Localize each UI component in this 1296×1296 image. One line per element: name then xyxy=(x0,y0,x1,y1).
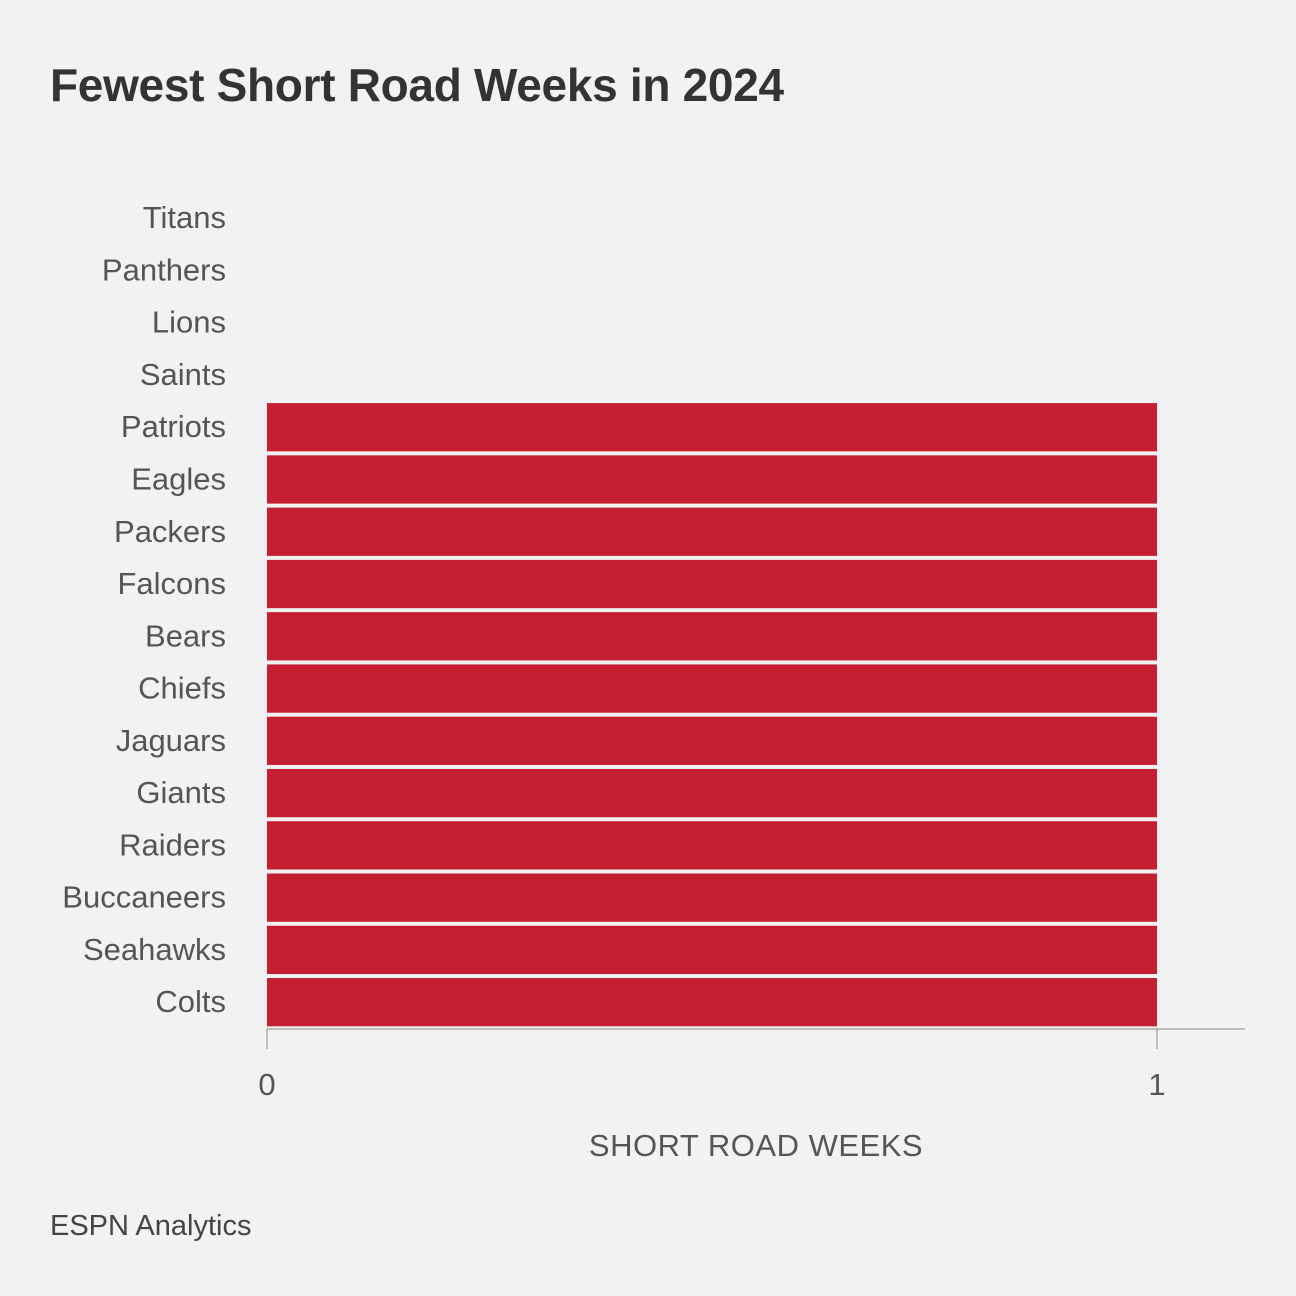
category-label: Raiders xyxy=(119,827,226,862)
x-tick-label: 1 xyxy=(1148,1067,1165,1102)
bar xyxy=(267,821,1157,870)
category-label: Chiefs xyxy=(138,671,226,706)
category-label: Packers xyxy=(114,514,226,549)
bar xyxy=(267,507,1157,556)
category-label: Jaguars xyxy=(116,723,226,758)
bar xyxy=(267,664,1157,713)
bar xyxy=(267,716,1157,765)
category-label: Patriots xyxy=(121,409,226,444)
bar xyxy=(267,768,1157,818)
bar xyxy=(267,978,1157,1027)
bar xyxy=(267,559,1157,609)
category-label: Titans xyxy=(143,200,226,235)
bar xyxy=(267,403,1157,452)
chart-title: Fewest Short Road Weeks in 2024 xyxy=(50,59,784,111)
bar xyxy=(267,455,1157,504)
bar xyxy=(267,612,1157,661)
category-label: Bears xyxy=(145,618,226,653)
category-labels: Titans Panthers Lions Saints Patriots Eagles P… xyxy=(62,200,226,1019)
x-tick-label: 0 xyxy=(258,1067,275,1102)
bars-layer xyxy=(267,403,1157,1027)
category-label: Falcons xyxy=(117,566,226,601)
category-label: Lions xyxy=(152,305,226,340)
bar xyxy=(267,873,1157,922)
category-label: Saints xyxy=(140,357,226,392)
category-label: Buccaneers xyxy=(62,880,226,915)
category-label: Seahawks xyxy=(83,932,226,967)
category-label: Colts xyxy=(155,984,226,1019)
bar xyxy=(267,925,1157,975)
category-label: Eagles xyxy=(131,461,226,496)
category-label: Panthers xyxy=(102,252,226,287)
source-note: ESPN Analytics xyxy=(50,1210,252,1242)
category-label: Giants xyxy=(136,775,226,810)
x-axis-title: SHORT ROAD WEEKS xyxy=(589,1128,923,1163)
